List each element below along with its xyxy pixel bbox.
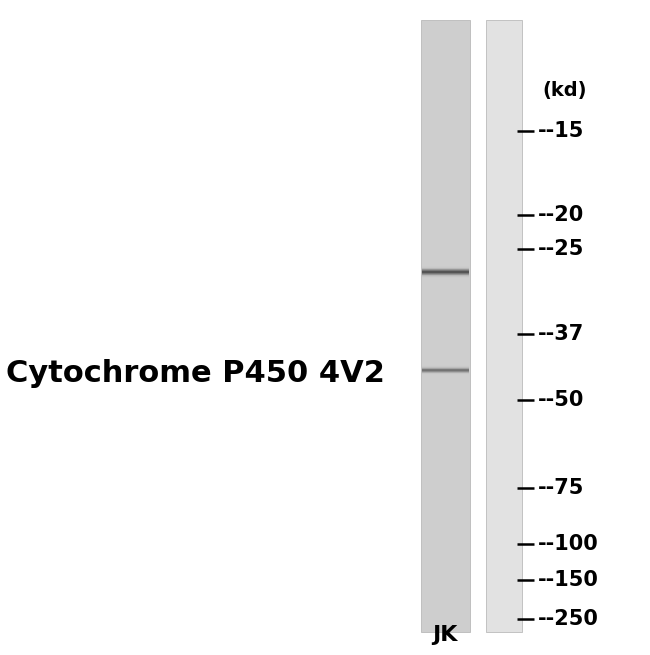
- Text: (kd): (kd): [543, 81, 587, 100]
- Text: --37: --37: [538, 324, 584, 344]
- Text: --25: --25: [538, 239, 584, 259]
- Text: --20: --20: [538, 205, 584, 225]
- Text: --100: --100: [538, 534, 598, 553]
- Bar: [486, 20, 522, 632]
- Text: --150: --150: [538, 570, 599, 590]
- Text: --75: --75: [538, 478, 584, 498]
- Text: JK: JK: [432, 625, 458, 645]
- Text: Cytochrome P450 4V2: Cytochrome P450 4V2: [6, 359, 384, 388]
- Text: --50: --50: [538, 390, 584, 409]
- Text: --15: --15: [538, 121, 584, 141]
- Bar: [421, 20, 469, 632]
- Text: --250: --250: [538, 609, 599, 629]
